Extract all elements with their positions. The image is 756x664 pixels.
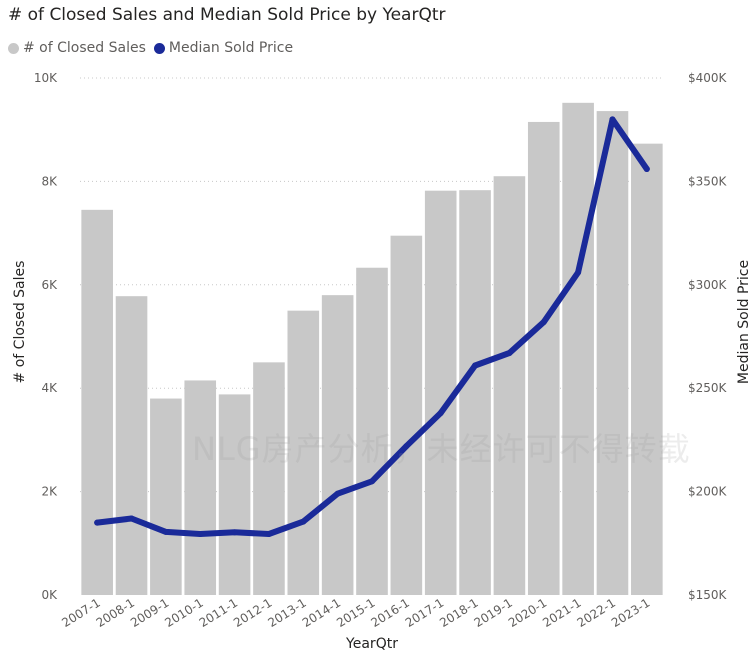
line-point[interactable] <box>540 319 547 326</box>
bar[interactable] <box>631 143 663 595</box>
bar[interactable] <box>356 267 388 595</box>
bar[interactable] <box>184 380 217 595</box>
x-tick-label: 2012-1 <box>231 596 274 630</box>
line-point[interactable] <box>334 490 341 497</box>
legend-item-closed-sales[interactable]: # of Closed Sales <box>8 40 146 56</box>
y-tick-label-right: $150K <box>688 588 728 602</box>
line-point[interactable] <box>609 116 616 123</box>
x-tick-label: 2016-1 <box>368 596 411 630</box>
line-point[interactable] <box>231 529 238 536</box>
bar[interactable] <box>253 362 285 595</box>
y-tick-label-right: $200K <box>688 485 728 499</box>
bar[interactable] <box>81 209 113 595</box>
y-axis-title-right: Median Sold Price <box>736 260 752 384</box>
y-tick-label-right: $250K <box>688 381 728 395</box>
x-tick-label: 2013-1 <box>265 596 308 630</box>
x-tick-label: 2022-1 <box>575 596 618 630</box>
y-tick-label-right: $300K <box>688 278 728 292</box>
line-point[interactable] <box>643 165 650 172</box>
y-tick-label-right: $400K <box>688 71 728 85</box>
x-tick-label: 2008-1 <box>94 596 137 630</box>
x-tick-label: 2007-1 <box>59 596 102 630</box>
x-tick-label: 2020-1 <box>506 596 549 630</box>
y-tick-label-left: 8K <box>41 174 58 188</box>
y-tick-label-left: 0K <box>41 588 58 602</box>
line-point[interactable] <box>300 518 307 525</box>
line-point[interactable] <box>575 269 582 276</box>
line-point[interactable] <box>162 528 169 535</box>
bar[interactable] <box>150 398 182 595</box>
line-point[interactable] <box>472 362 479 369</box>
x-tick-label: 2009-1 <box>128 596 171 630</box>
x-tick-label: 2017-1 <box>403 596 446 630</box>
bar[interactable] <box>493 176 526 596</box>
line-point[interactable] <box>265 530 272 537</box>
x-tick-label: 2014-1 <box>300 596 343 630</box>
line-series <box>94 116 650 537</box>
y-axis-title-left: # of Closed Sales <box>12 261 28 384</box>
line-point[interactable] <box>128 515 135 522</box>
bar-series <box>81 102 663 596</box>
line-point[interactable] <box>403 443 410 450</box>
y-tick-label-left: 6K <box>41 278 58 292</box>
line-point[interactable] <box>94 519 101 526</box>
y-tick-label-left: 10K <box>34 71 58 85</box>
x-tick-label: 2021-1 <box>540 596 583 630</box>
x-tick-label: 2010-1 <box>162 596 205 630</box>
x-tick-label: 2011-1 <box>197 596 240 630</box>
x-tick-label: 2023-1 <box>609 596 652 630</box>
bar[interactable] <box>596 111 629 595</box>
line-point[interactable] <box>197 530 204 537</box>
bar[interactable] <box>459 190 491 595</box>
legend[interactable]: # of Closed Sales Median Sold Price <box>8 40 301 56</box>
bar[interactable] <box>424 190 457 595</box>
legend-marker-closed-sales <box>8 42 19 54</box>
bar[interactable] <box>527 121 560 595</box>
x-tick-label: 2019-1 <box>472 596 515 630</box>
bar[interactable] <box>218 394 251 595</box>
legend-marker-median-price <box>153 42 165 54</box>
bar[interactable] <box>115 296 148 595</box>
legend-label-median-price: Median Sold Price <box>168 40 294 56</box>
bar[interactable] <box>390 235 423 595</box>
bar[interactable] <box>321 295 354 595</box>
y-tick-label-left: 2K <box>41 485 58 499</box>
x-axis-title: YearQtr <box>345 636 398 652</box>
x-tick-label: 2015-1 <box>334 596 377 630</box>
y-tick-label-left: 4K <box>41 381 58 395</box>
legend-label-closed-sales: # of Closed Sales <box>23 40 146 56</box>
bar[interactable] <box>562 102 594 595</box>
line-point[interactable] <box>506 350 513 357</box>
bar[interactable] <box>287 310 320 595</box>
line-point[interactable] <box>369 478 375 485</box>
y-tick-label-right: $350K <box>688 174 728 188</box>
line-point[interactable] <box>437 410 444 417</box>
legend-item-median-price[interactable]: Median Sold Price <box>153 40 294 56</box>
x-tick-label: 2018-1 <box>437 596 480 630</box>
chart-title: # of Closed Sales and Median Sold Price … <box>8 5 446 25</box>
